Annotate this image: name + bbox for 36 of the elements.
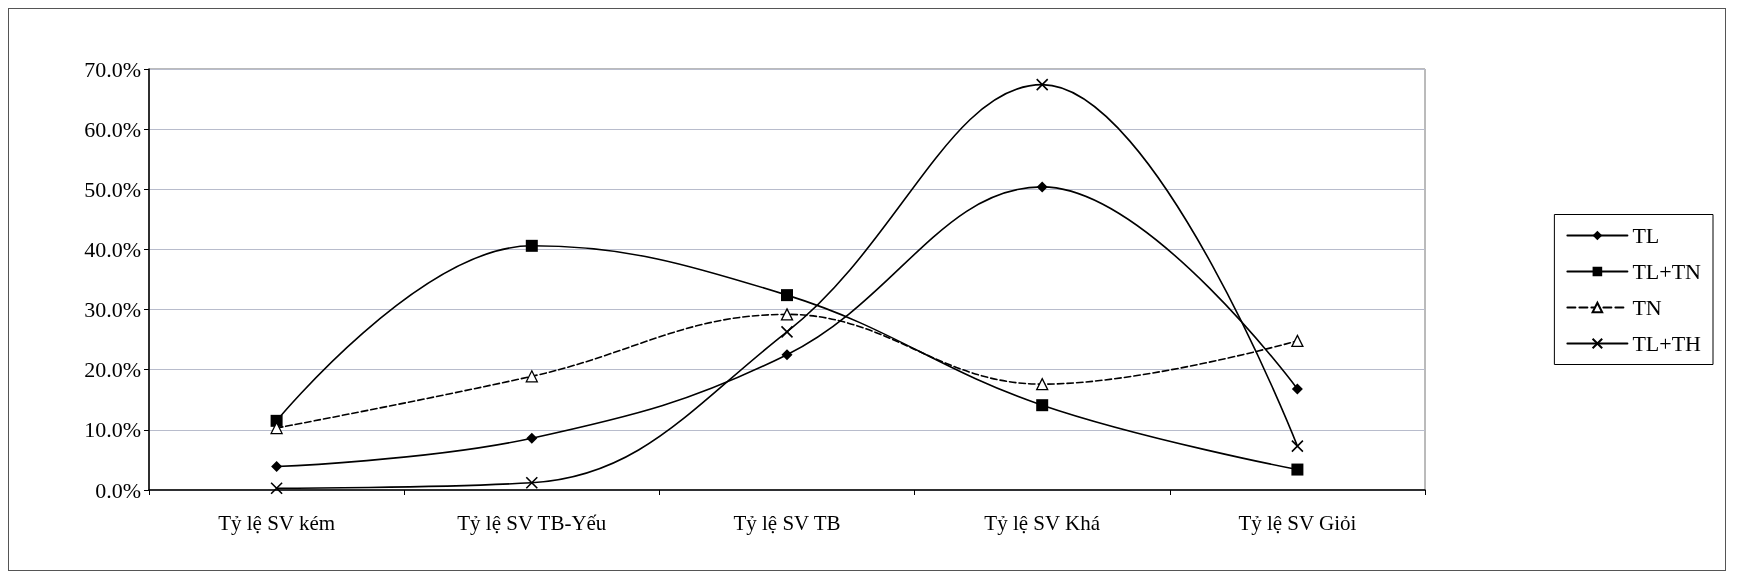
legend-label: TL+TH bbox=[1632, 331, 1702, 356]
point bbox=[526, 432, 538, 444]
point bbox=[1036, 181, 1048, 193]
point bbox=[1291, 439, 1304, 453]
x-tick-label: Tỷ lệ SV Giỏi bbox=[1238, 510, 1357, 535]
y-tick-label: 30.0% bbox=[84, 297, 141, 323]
point bbox=[1036, 378, 1049, 391]
point bbox=[271, 461, 283, 473]
y-tick-label: 50.0% bbox=[84, 176, 141, 202]
point bbox=[525, 239, 538, 252]
legend-label: TL bbox=[1632, 223, 1660, 248]
legend-label: TL+TN bbox=[1632, 259, 1702, 284]
point bbox=[1035, 78, 1049, 91]
y-tick-label: 10.0% bbox=[84, 417, 141, 443]
point bbox=[1036, 399, 1049, 412]
point bbox=[270, 481, 283, 495]
y-tick-label: 40.0% bbox=[84, 236, 141, 262]
y-tick-label: 20.0% bbox=[84, 357, 141, 383]
x-tick-label: Tỷ lệ SV kém bbox=[218, 510, 336, 535]
point bbox=[780, 308, 794, 321]
point bbox=[1291, 383, 1303, 395]
y-tick-label: 70.0% bbox=[84, 56, 141, 82]
x-tick-label: Tỷ lệ SV TB-Yếu bbox=[457, 510, 607, 535]
point bbox=[1291, 463, 1304, 476]
point bbox=[1291, 334, 1304, 347]
point bbox=[270, 421, 283, 435]
x-tick-label: Tỷ lệ SV TB bbox=[733, 510, 841, 535]
point bbox=[780, 325, 794, 339]
point bbox=[781, 289, 793, 302]
x-tick-label: Tỷ lệ SV Khá bbox=[984, 510, 1101, 535]
legend-label: TN bbox=[1632, 295, 1662, 320]
y-tick-label: 0.0% bbox=[95, 477, 141, 503]
point bbox=[525, 476, 539, 490]
y-tick-label: 60.0% bbox=[84, 116, 141, 142]
point bbox=[525, 370, 538, 383]
point bbox=[781, 349, 793, 361]
